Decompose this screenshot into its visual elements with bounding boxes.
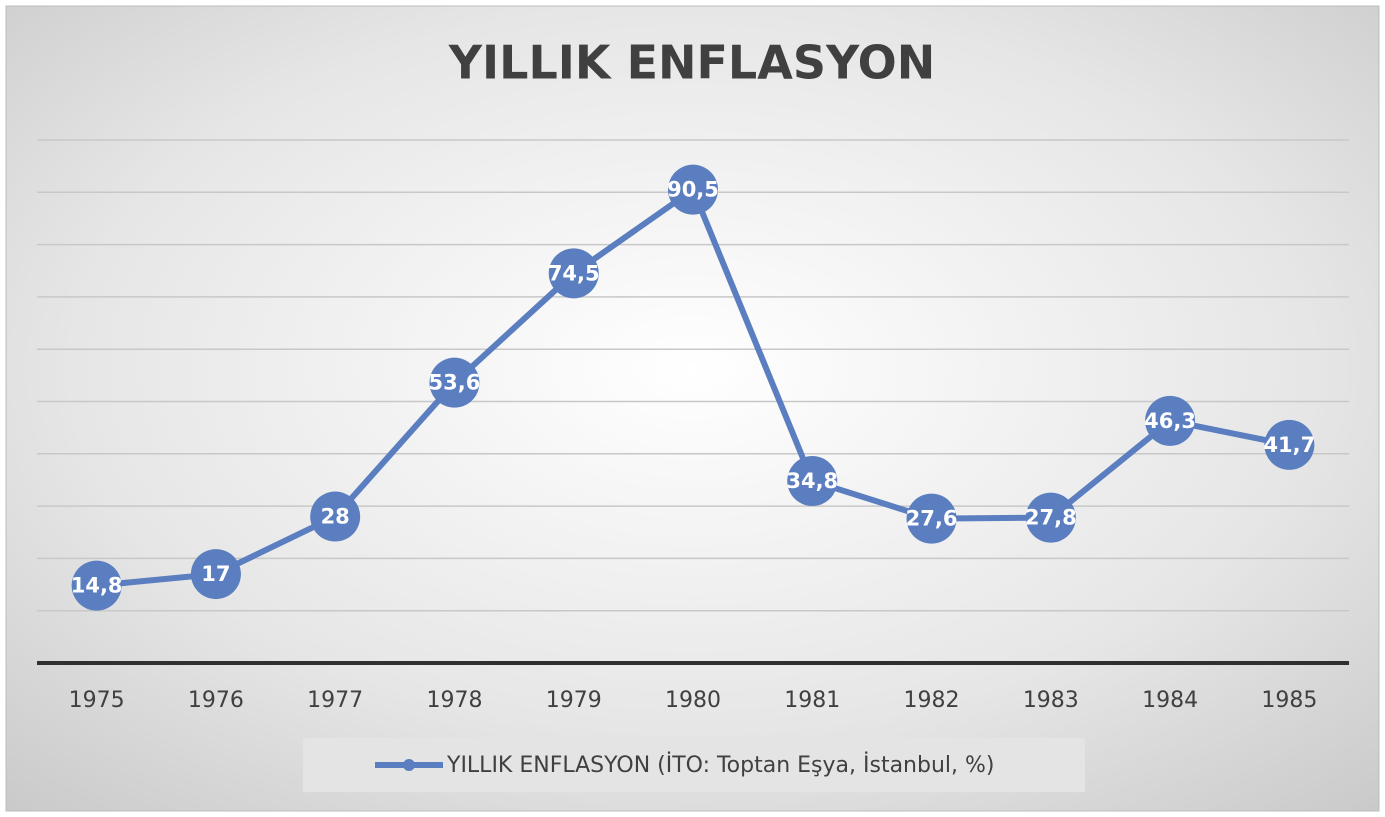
marker (310, 491, 361, 542)
data-label: 53,6 (429, 371, 481, 395)
data-label: 41,7 (1263, 433, 1315, 457)
x-tick-label: 1978 (426, 688, 482, 713)
x-tick-label: 1981 (784, 688, 840, 713)
marker (190, 549, 241, 600)
marker (71, 560, 122, 611)
chart-title: YILLIK ENFLASYON (448, 36, 935, 90)
legend-label: YILLIK ENFLASYON (İTO: Toptan Eşya, İsta… (446, 752, 995, 778)
x-tick-label: 1980 (665, 688, 721, 713)
data-label: 90,5 (667, 178, 719, 202)
data-label: 17 (201, 562, 230, 586)
marker (1145, 395, 1196, 446)
data-label: 28 (321, 505, 350, 529)
data-label: 74,5 (548, 261, 600, 285)
marker (1264, 419, 1315, 470)
x-tick-label: 1983 (1023, 688, 1079, 713)
marker (787, 455, 838, 506)
x-tick-label: 1977 (307, 688, 363, 713)
x-tick-label: 1984 (1142, 688, 1198, 713)
data-label: 27,6 (906, 507, 958, 531)
x-tick-label: 1979 (546, 688, 602, 713)
data-label: 14,8 (71, 574, 123, 598)
marker (548, 248, 599, 299)
marker (906, 493, 957, 544)
data-label: 46,3 (1144, 409, 1196, 433)
x-tick-label: 1982 (904, 688, 960, 713)
x-tick-label: 1975 (69, 688, 125, 713)
legend-marker (403, 759, 415, 771)
marker (429, 357, 480, 408)
x-tick-label: 1976 (188, 688, 244, 713)
data-label: 27,8 (1025, 506, 1077, 530)
marker (668, 164, 718, 215)
marker (1025, 492, 1076, 543)
x-tick-label: 1985 (1261, 688, 1317, 713)
data-label: 34,8 (786, 469, 838, 493)
